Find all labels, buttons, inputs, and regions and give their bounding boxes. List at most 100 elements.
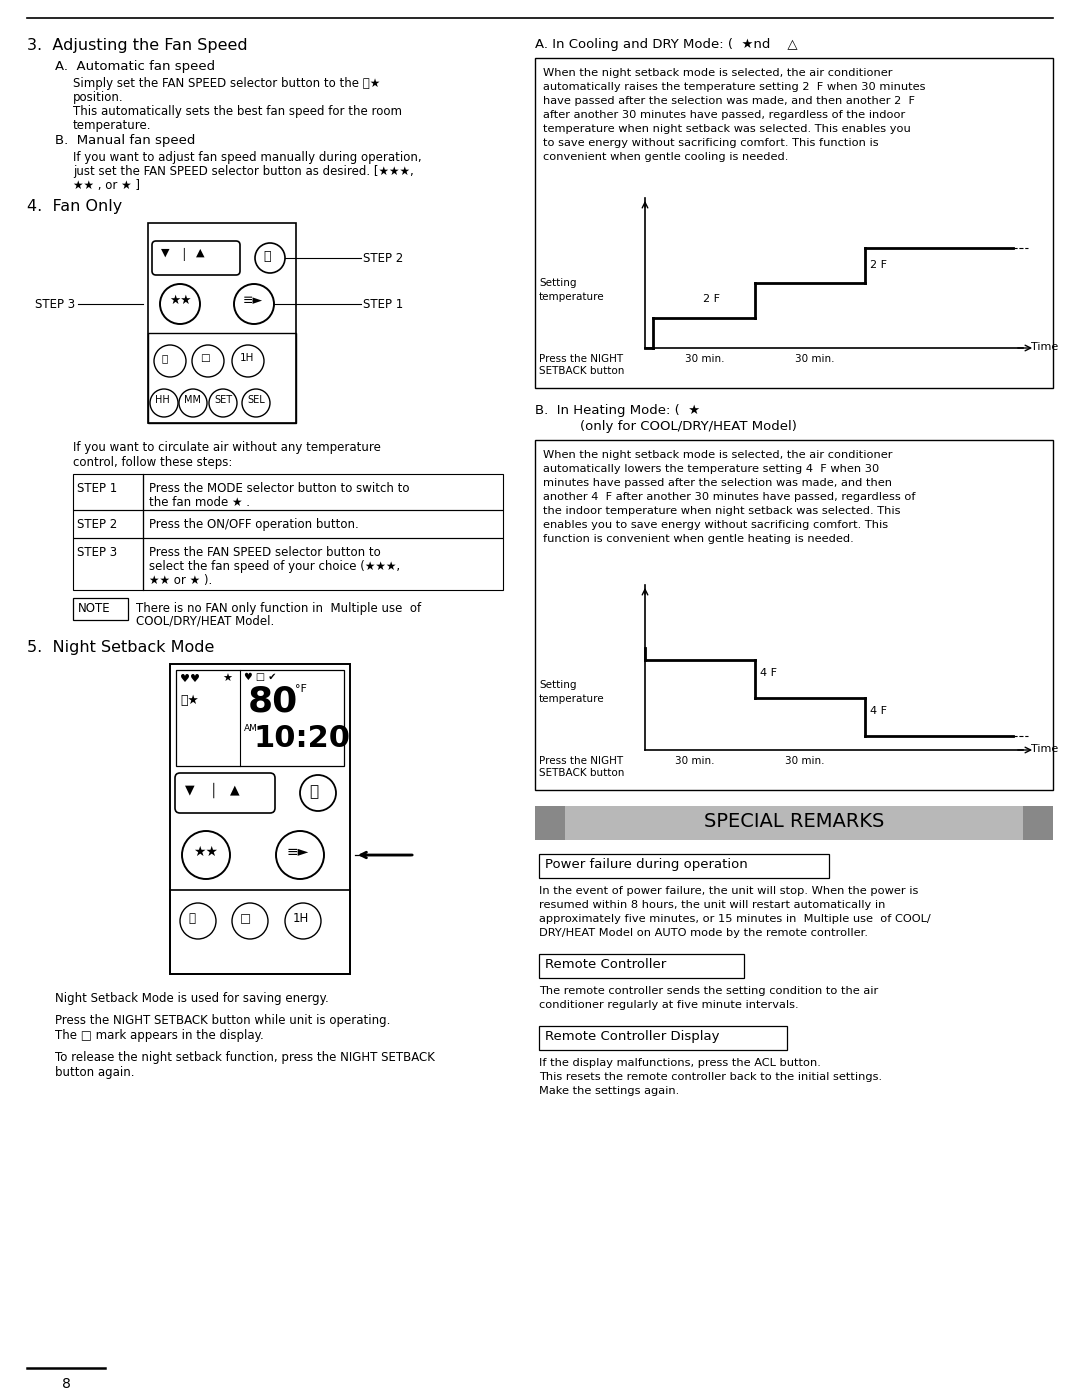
Text: ▼: ▼ bbox=[185, 782, 194, 796]
Text: │: │ bbox=[180, 249, 187, 261]
Text: STEP 3: STEP 3 bbox=[77, 546, 117, 559]
Text: 30 min.: 30 min. bbox=[685, 353, 725, 365]
Text: STEP 3: STEP 3 bbox=[35, 298, 75, 312]
FancyBboxPatch shape bbox=[175, 773, 275, 813]
Text: Power failure during operation: Power failure during operation bbox=[545, 858, 747, 870]
Text: resumed within 8 hours, the unit will restart automatically in: resumed within 8 hours, the unit will re… bbox=[539, 900, 886, 909]
Text: enables you to save energy without sacrificing comfort. This: enables you to save energy without sacri… bbox=[543, 520, 888, 529]
Text: B.  In Heating Mode: (  ★: B. In Heating Mode: ( ★ bbox=[535, 404, 700, 416]
Text: Press the NIGHT SETBACK button while unit is operating.: Press the NIGHT SETBACK button while uni… bbox=[55, 1014, 390, 1027]
Text: temperature.: temperature. bbox=[73, 119, 151, 131]
Text: Press the NIGHT: Press the NIGHT bbox=[539, 353, 623, 365]
Text: Make the settings again.: Make the settings again. bbox=[539, 1085, 679, 1097]
Bar bbox=[148, 332, 296, 423]
Text: 4 F: 4 F bbox=[870, 705, 887, 717]
Bar bbox=[535, 806, 565, 840]
Text: Remote Controller Display: Remote Controller Display bbox=[545, 1030, 719, 1044]
Bar bbox=[73, 538, 143, 590]
Bar bbox=[1023, 806, 1053, 840]
Text: Setting: Setting bbox=[539, 278, 577, 288]
Text: 1H: 1H bbox=[240, 353, 255, 363]
Text: the fan mode ★ .: the fan mode ★ . bbox=[149, 496, 249, 509]
Text: 2 F: 2 F bbox=[703, 295, 720, 305]
Text: DRY/HEAT Model on AUTO mode by the remote controller.: DRY/HEAT Model on AUTO mode by the remot… bbox=[539, 928, 868, 937]
Text: │: │ bbox=[210, 782, 217, 799]
Text: have passed after the selection was made, and then another 2  F: have passed after the selection was made… bbox=[543, 96, 915, 106]
Bar bbox=[73, 474, 143, 510]
Text: SPECIAL REMARKS: SPECIAL REMARKS bbox=[704, 812, 885, 831]
Text: The □ mark appears in the display.: The □ mark appears in the display. bbox=[55, 1030, 264, 1042]
Text: ▲: ▲ bbox=[195, 249, 204, 258]
Text: Press the FAN SPEED selector button to: Press the FAN SPEED selector button to bbox=[149, 546, 381, 559]
Text: To release the night setback function, press the NIGHT SETBACK: To release the night setback function, p… bbox=[55, 1051, 435, 1065]
Text: ≡►: ≡► bbox=[243, 293, 264, 307]
Text: B.  Manual fan speed: B. Manual fan speed bbox=[55, 134, 195, 147]
Bar bbox=[143, 474, 503, 510]
Text: SETBACK button: SETBACK button bbox=[539, 366, 624, 376]
Text: ⏱: ⏱ bbox=[162, 353, 168, 363]
Text: another 4  F after another 30 minutes have passed, regardless of: another 4 F after another 30 minutes hav… bbox=[543, 492, 916, 502]
Text: Press the NIGHT: Press the NIGHT bbox=[539, 756, 623, 766]
Text: convenient when gentle cooling is needed.: convenient when gentle cooling is needed… bbox=[543, 152, 788, 162]
Text: temperature: temperature bbox=[539, 694, 605, 704]
Text: This automatically sets the best fan speed for the room: This automatically sets the best fan spe… bbox=[73, 105, 402, 117]
Text: 8: 8 bbox=[62, 1377, 70, 1391]
Text: 4 F: 4 F bbox=[760, 668, 777, 678]
Bar bbox=[539, 854, 829, 877]
Text: ★★: ★★ bbox=[193, 845, 218, 859]
Text: □: □ bbox=[200, 353, 210, 363]
Text: control, follow these steps:: control, follow these steps: bbox=[73, 455, 232, 469]
Text: ★★ or ★ ).: ★★ or ★ ). bbox=[149, 574, 213, 587]
Text: button again.: button again. bbox=[55, 1066, 135, 1078]
Text: SETBACK button: SETBACK button bbox=[539, 768, 624, 778]
Text: If the display malfunctions, press the ACL button.: If the display malfunctions, press the A… bbox=[539, 1058, 821, 1067]
Text: HH: HH bbox=[156, 395, 170, 405]
FancyBboxPatch shape bbox=[152, 242, 240, 275]
Bar bbox=[535, 440, 1053, 789]
Text: 1H: 1H bbox=[293, 912, 309, 925]
Text: position.: position. bbox=[73, 91, 123, 103]
Text: Ⓐ★: Ⓐ★ bbox=[180, 694, 199, 707]
Text: 3.  Adjusting the Fan Speed: 3. Adjusting the Fan Speed bbox=[27, 38, 247, 53]
Text: select the fan speed of your choice (★★★,: select the fan speed of your choice (★★★… bbox=[149, 560, 400, 573]
Text: AM: AM bbox=[244, 724, 258, 733]
Bar bbox=[148, 224, 296, 423]
Text: STEP 2: STEP 2 bbox=[77, 518, 118, 531]
Text: SEL: SEL bbox=[247, 395, 265, 405]
Text: ▲: ▲ bbox=[230, 782, 240, 796]
Bar bbox=[170, 890, 350, 974]
Text: temperature: temperature bbox=[539, 292, 605, 302]
Text: ⏻: ⏻ bbox=[264, 250, 270, 263]
Text: approximately five minutes, or 15 minutes in  Multiple use  of COOL/: approximately five minutes, or 15 minute… bbox=[539, 914, 931, 923]
Text: MM: MM bbox=[184, 395, 201, 405]
Text: 5.  Night Setback Mode: 5. Night Setback Mode bbox=[27, 640, 214, 655]
Text: minutes have passed after the selection was made, and then: minutes have passed after the selection … bbox=[543, 478, 892, 488]
Text: ≡►: ≡► bbox=[287, 845, 309, 859]
Text: to save energy without sacrificing comfort. This function is: to save energy without sacrificing comfo… bbox=[543, 138, 879, 148]
Text: The remote controller sends the setting condition to the air: The remote controller sends the setting … bbox=[539, 986, 878, 996]
Text: 30 min.: 30 min. bbox=[785, 756, 824, 766]
Text: 10:20: 10:20 bbox=[254, 724, 351, 753]
Bar bbox=[170, 664, 350, 974]
Text: SET: SET bbox=[214, 395, 232, 405]
Bar bbox=[535, 806, 1053, 840]
Text: Night Setback Mode is used for saving energy.: Night Setback Mode is used for saving en… bbox=[55, 992, 328, 1004]
Text: When the night setback mode is selected, the air conditioner: When the night setback mode is selected,… bbox=[543, 68, 892, 78]
Text: function is convenient when gentle heating is needed.: function is convenient when gentle heati… bbox=[543, 534, 854, 543]
Text: °F: °F bbox=[295, 685, 307, 694]
Text: 4.  Fan Only: 4. Fan Only bbox=[27, 198, 122, 214]
Bar bbox=[539, 954, 744, 978]
Text: This resets the remote controller back to the initial settings.: This resets the remote controller back t… bbox=[539, 1071, 882, 1083]
Bar bbox=[143, 538, 503, 590]
Bar bbox=[176, 671, 345, 766]
Text: STEP 1: STEP 1 bbox=[77, 482, 118, 495]
Text: STEP 2: STEP 2 bbox=[363, 251, 403, 265]
Text: 30 min.: 30 min. bbox=[675, 756, 715, 766]
Text: ★: ★ bbox=[222, 673, 232, 685]
Text: 2 F: 2 F bbox=[870, 260, 887, 270]
Text: 30 min.: 30 min. bbox=[795, 353, 835, 365]
Text: Press the MODE selector button to switch to: Press the MODE selector button to switch… bbox=[149, 482, 409, 495]
Text: Time: Time bbox=[1031, 342, 1058, 352]
Text: Remote Controller: Remote Controller bbox=[545, 958, 666, 971]
Text: automatically lowers the temperature setting 4  F when 30: automatically lowers the temperature set… bbox=[543, 464, 879, 474]
